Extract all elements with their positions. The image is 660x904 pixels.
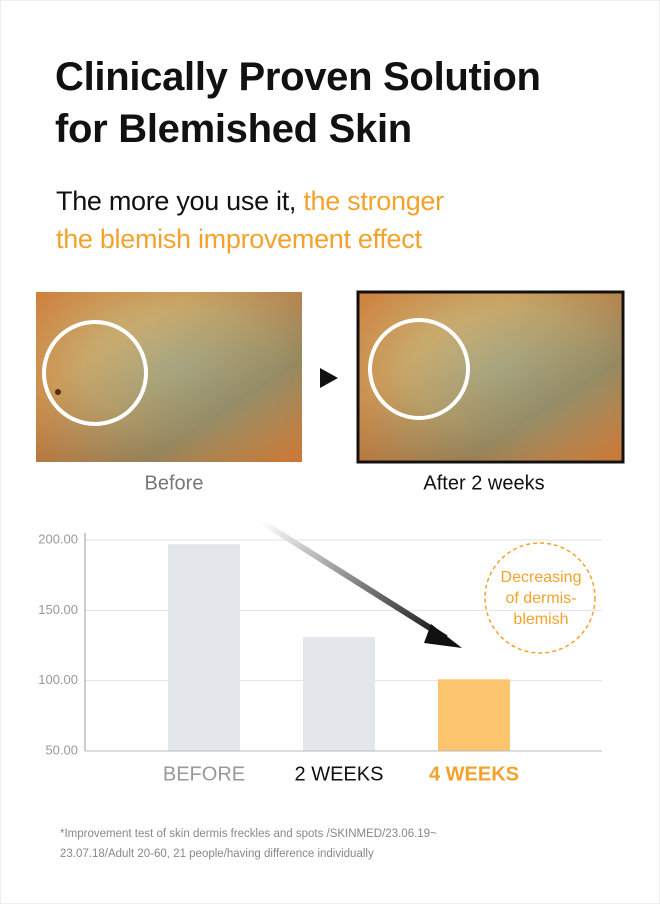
title-line: Clinically Proven Solution xyxy=(55,55,541,99)
arrow-right xyxy=(320,368,338,388)
subtitle-accent: the blemish improvement effect xyxy=(56,224,422,254)
bar xyxy=(168,544,240,751)
photo-shade xyxy=(360,294,621,460)
photo-shade xyxy=(36,292,302,462)
y-tick-label: 200.00 xyxy=(38,531,78,546)
subtitle-accent: the stronger xyxy=(303,186,444,216)
subtitle-line: The more you use it, the stronger xyxy=(56,186,444,217)
footnote: 23.07.18/Adult 20-60, 21 people/having d… xyxy=(60,848,374,860)
photo-circle xyxy=(368,318,470,420)
bar xyxy=(438,679,510,751)
annotation-text: blemish xyxy=(513,611,568,628)
x-tick-label: 4 WEEKS xyxy=(429,763,519,785)
title-line: for Blemished Skin xyxy=(55,107,412,151)
x-tick-label: 2 WEEKS xyxy=(295,763,384,785)
bar xyxy=(303,637,375,751)
annotation-text: of dermis- xyxy=(505,590,576,607)
y-tick-label: 50.00 xyxy=(45,742,78,757)
annotation-text: Decreasing xyxy=(501,569,582,586)
footnote: *Improvement test of skin dermis freckle… xyxy=(60,828,437,840)
trend-arrow xyxy=(260,519,448,641)
trend-arrowhead xyxy=(424,624,462,648)
photo-circle xyxy=(42,320,148,426)
after-label: After 2 weeks xyxy=(423,472,544,494)
x-tick-label: BEFORE xyxy=(163,763,245,785)
chart: 50.00 100.00 150.00 200.00 BEFORE 2 WEEKS 4 WE… xyxy=(38,519,602,785)
spot xyxy=(55,389,61,395)
before-label: Before xyxy=(145,472,204,494)
y-tick-label: 100.00 xyxy=(38,672,78,687)
annotation-circle xyxy=(484,542,596,654)
y-tick-label: 150.00 xyxy=(38,602,78,617)
subtitle-plain: The more you use it, xyxy=(56,186,297,216)
